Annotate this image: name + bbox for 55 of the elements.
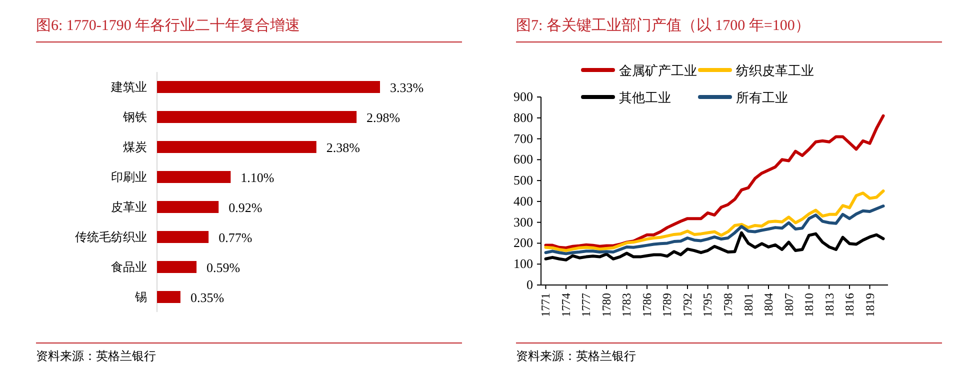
ytick: 100 [514, 256, 533, 272]
title: 图7: 各关键工业部门产值（以 1700 年=100） [516, 18, 810, 34]
category: 印刷业 [111, 170, 147, 184]
xtick: 1777 [579, 293, 594, 317]
ytick: 0 [526, 277, 533, 292]
data-label: 0.77% [218, 230, 252, 245]
legend-label: 纺织皮革工业 [736, 63, 814, 78]
ytick: 300 [514, 214, 533, 230]
category: 建筑业 [111, 80, 147, 94]
legend-label: 其他工业 [619, 90, 671, 105]
legend-item: 纺织皮革工业 [698, 63, 814, 78]
ytick: 900 [514, 89, 533, 104]
xtick: 1780 [599, 293, 614, 317]
category: 食品业 [111, 260, 147, 274]
ytick: 600 [514, 152, 533, 167]
data-label: 3.33% [390, 80, 424, 95]
category: 煤炭 [123, 140, 147, 154]
xtick: 1807 [782, 293, 796, 317]
ytick: 800 [514, 110, 533, 125]
xtick: 1798 [721, 293, 735, 317]
ytick: 200 [514, 235, 533, 250]
data-label: 1.10% [240, 170, 274, 185]
data-label: 0.92% [228, 200, 262, 215]
xtick: 1819 [862, 293, 877, 317]
legend-label: 所有工业 [736, 90, 788, 105]
category: 皮革业 [111, 200, 147, 214]
annotation: 资料来源：英格兰银行 [516, 349, 636, 363]
ytick: 700 [514, 130, 533, 146]
xtick: 1786 [640, 293, 654, 317]
category: 传统毛纺织业 [75, 230, 147, 244]
annotation: 资料来源：英格兰银行 [36, 349, 156, 363]
category: 钢铁 [123, 110, 147, 124]
legend-item: 其他工业 [581, 90, 671, 105]
xtick: 1771 [538, 293, 553, 317]
legend-item: 所有工业 [698, 90, 788, 105]
data-label: 0.35% [190, 290, 224, 305]
title: 图6: 1770-1790 年各行业二十年复合增速 [36, 18, 300, 34]
xtick: 1792 [680, 293, 694, 317]
ytick: 500 [514, 172, 533, 188]
xtick: 1816 [842, 293, 857, 317]
xtick: 1795 [700, 293, 715, 317]
xtick: 1804 [762, 293, 776, 317]
xtick: 1810 [802, 293, 816, 317]
legend-item: 金属矿产工业 [581, 63, 697, 78]
xtick: 1774 [558, 293, 573, 317]
category: 锡 [135, 290, 147, 304]
xtick: 1801 [741, 293, 756, 317]
ytick: 400 [514, 193, 533, 208]
data-label: 2.98% [366, 110, 400, 125]
data-label: 2.38% [326, 140, 360, 155]
xtick: 1789 [660, 293, 674, 317]
data-label: 0.59% [206, 260, 240, 275]
xtick: 1783 [620, 293, 634, 317]
xtick: 1813 [822, 293, 836, 317]
legend-label: 金属矿产工业 [619, 63, 697, 78]
